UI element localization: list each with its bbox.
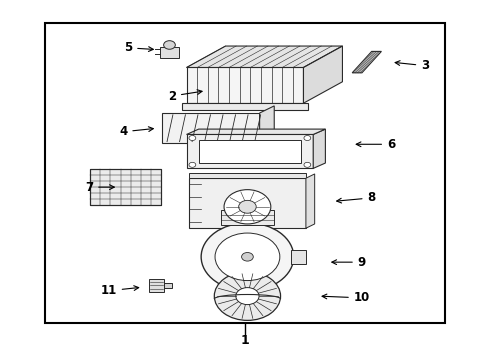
Circle shape bbox=[239, 201, 256, 213]
Bar bbox=[164, 283, 172, 288]
Bar bbox=[187, 67, 303, 103]
Circle shape bbox=[201, 223, 294, 291]
Bar bbox=[90, 169, 161, 205]
Text: 3: 3 bbox=[395, 59, 429, 72]
Bar bbox=[160, 47, 179, 58]
Bar bbox=[199, 140, 301, 163]
Circle shape bbox=[189, 162, 196, 167]
Bar bbox=[291, 249, 306, 264]
Circle shape bbox=[215, 233, 280, 280]
Bar bbox=[149, 279, 164, 292]
Polygon shape bbox=[352, 51, 381, 73]
Polygon shape bbox=[306, 174, 315, 228]
Circle shape bbox=[242, 252, 253, 261]
Text: 5: 5 bbox=[124, 41, 153, 54]
Text: 6: 6 bbox=[356, 138, 395, 151]
Text: 11: 11 bbox=[100, 284, 139, 297]
Circle shape bbox=[164, 41, 175, 49]
Circle shape bbox=[304, 135, 311, 140]
Bar bbox=[182, 103, 308, 111]
Polygon shape bbox=[187, 46, 343, 67]
Circle shape bbox=[304, 162, 311, 167]
Polygon shape bbox=[303, 46, 343, 103]
Circle shape bbox=[214, 272, 281, 320]
Text: 4: 4 bbox=[119, 125, 153, 138]
Text: 7: 7 bbox=[85, 181, 114, 194]
Bar bbox=[162, 113, 260, 143]
Bar bbox=[187, 134, 313, 168]
Circle shape bbox=[236, 288, 259, 305]
Bar bbox=[189, 173, 306, 178]
Bar bbox=[189, 178, 306, 228]
Polygon shape bbox=[260, 106, 274, 143]
Bar bbox=[45, 23, 445, 323]
Polygon shape bbox=[187, 129, 325, 134]
Text: 10: 10 bbox=[322, 291, 370, 305]
Circle shape bbox=[224, 190, 271, 224]
Text: 8: 8 bbox=[337, 192, 376, 204]
Text: 2: 2 bbox=[168, 90, 202, 103]
Text: 9: 9 bbox=[332, 256, 366, 269]
Circle shape bbox=[189, 135, 196, 140]
Text: 1: 1 bbox=[241, 334, 249, 347]
Polygon shape bbox=[313, 129, 325, 168]
Bar bbox=[220, 210, 274, 225]
Bar bbox=[90, 169, 161, 205]
